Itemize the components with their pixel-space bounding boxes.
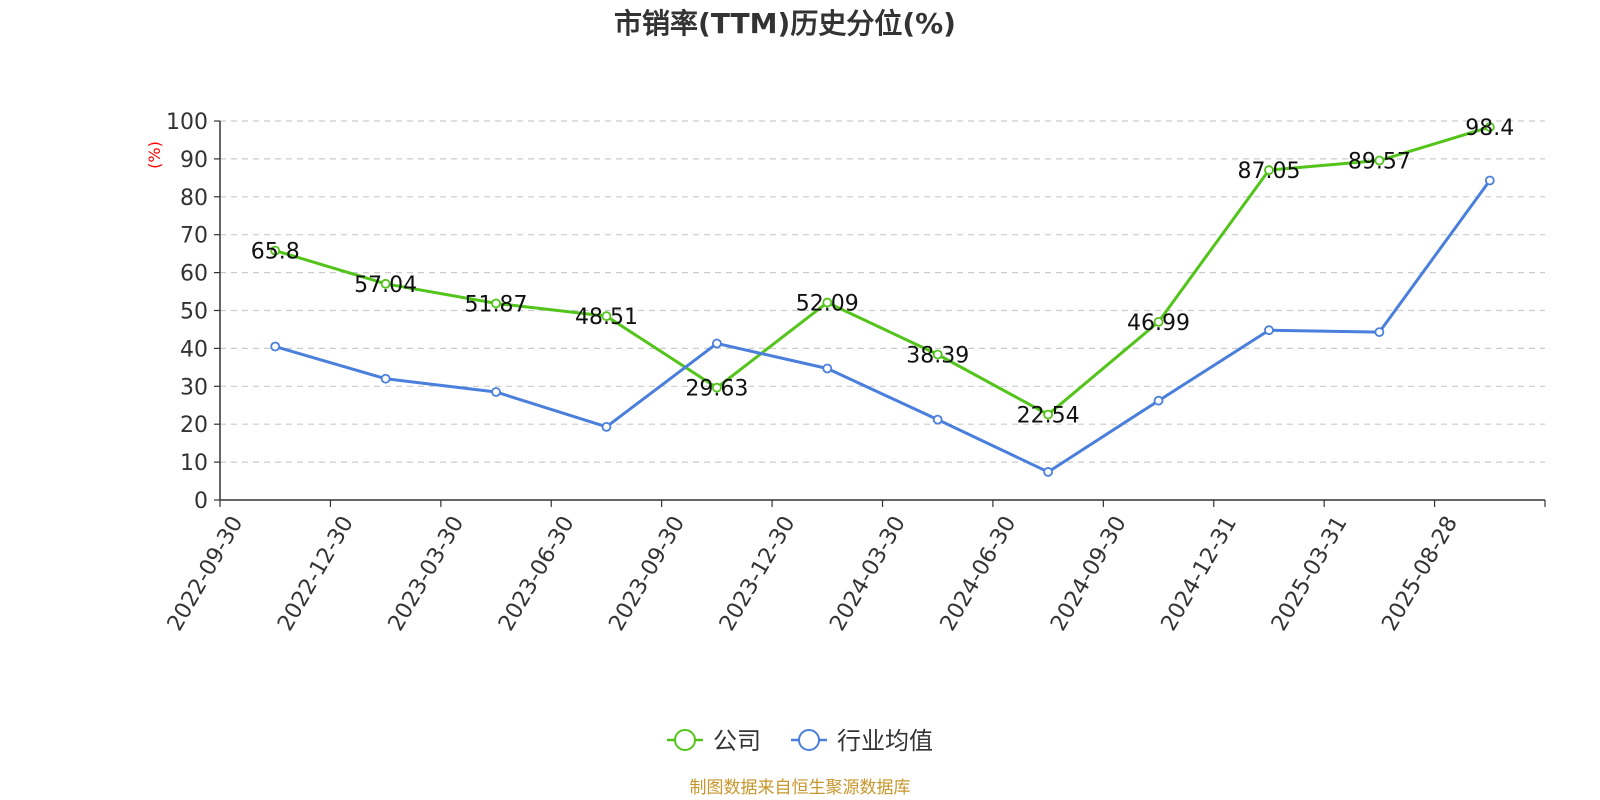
x-tick-label: 2024-12-31 <box>1157 512 1243 635</box>
x-tick-label: 2022-09-30 <box>163 512 249 635</box>
legend-marker-icon <box>674 729 696 751</box>
x-tick-label: 2025-08-28 <box>1377 512 1463 635</box>
data-point-0[interactable] <box>1264 165 1274 175</box>
x-tick-label: 2022-12-30 <box>273 512 359 635</box>
x-tick-label: 2023-03-30 <box>384 512 470 635</box>
x-tick-label: 2023-06-30 <box>494 512 580 635</box>
legend-label: 公司 <box>713 727 761 755</box>
x-tick-label: 2024-03-30 <box>825 512 911 635</box>
data-point-1[interactable] <box>270 341 281 352</box>
data-label: 52.09 <box>796 292 859 317</box>
data-point-1[interactable] <box>1264 325 1274 336</box>
data-point-1[interactable] <box>711 338 722 349</box>
data-label: 22.54 <box>1017 404 1080 429</box>
data-point-1[interactable] <box>822 363 833 374</box>
data-label: 89.57 <box>1348 150 1411 175</box>
series-line-1 <box>274 179 1492 474</box>
source-note: 制图数据来自恒生聚源数据库 <box>690 778 911 798</box>
data-point-0[interactable] <box>1043 409 1054 420</box>
data-point-1[interactable] <box>380 373 391 384</box>
data-label: 48.51 <box>575 305 638 330</box>
data-label: 46.99 <box>1127 311 1190 336</box>
data-label: 65.8 <box>251 240 300 265</box>
data-label: 29.63 <box>685 377 748 402</box>
y-axis-label: (%) <box>145 141 164 169</box>
data-labels: 65.8 57.04 51.87 48.51 29.63 52.09 38.39 22.54 4… <box>251 116 1515 429</box>
data-point-0[interactable] <box>491 298 501 309</box>
x-tick-label: 2023-09-30 <box>604 512 690 635</box>
y-tick-label: 50 <box>180 300 208 325</box>
data-point-0[interactable] <box>1374 155 1385 166</box>
legend-marker-icon <box>798 729 820 751</box>
y-tick-label: 20 <box>180 413 208 438</box>
legend-item-1[interactable]: 行业均值 <box>791 727 933 755</box>
legend-label: 行业均值 <box>837 727 933 755</box>
data-point-1[interactable] <box>601 421 612 432</box>
series-line-0 <box>274 125 1491 417</box>
y-tick-label: 40 <box>180 337 208 362</box>
chart-title: 市销率(TTM)历史分位(%) <box>614 7 956 40</box>
y-tick-label: 80 <box>180 186 208 211</box>
data-point-1[interactable] <box>1484 175 1495 186</box>
data-point-0[interactable] <box>711 382 722 393</box>
data-label: 57.04 <box>354 273 417 298</box>
x-tick-label: 2025-03-31 <box>1267 512 1353 635</box>
data-point-0[interactable] <box>1153 317 1164 327</box>
data-point-0[interactable] <box>1484 122 1495 132</box>
gridlines <box>220 120 1545 463</box>
data-point-0[interactable] <box>822 297 833 308</box>
data-point-1[interactable] <box>1374 327 1385 338</box>
data-point-1[interactable] <box>491 387 501 397</box>
y-tick-label: 0 <box>194 489 208 514</box>
data-point-0[interactable] <box>601 311 612 322</box>
y-tick-label: 90 <box>180 148 208 173</box>
data-point-1[interactable] <box>1153 395 1164 406</box>
y-tick-label: 60 <box>180 262 208 287</box>
data-point-1[interactable] <box>1043 467 1054 477</box>
x-tick-label: 2024-09-30 <box>1046 512 1132 635</box>
data-label: 51.87 <box>465 292 528 317</box>
legend-item-0[interactable]: 公司 <box>667 727 761 755</box>
data-label: 38.39 <box>906 344 969 369</box>
y-tick-label: 30 <box>180 375 208 400</box>
y-tick-label: 100 <box>166 110 208 135</box>
data-label: 98.4 <box>1465 116 1514 141</box>
data-point-0[interactable] <box>932 349 943 360</box>
data-point-0[interactable] <box>380 278 391 289</box>
data-label: 87.05 <box>1237 159 1300 184</box>
legend[interactable]: 公司 行业均值 <box>667 727 933 755</box>
y-tick-label: 10 <box>180 451 208 476</box>
x-tick-label: 2023-12-30 <box>715 512 801 635</box>
series-lines <box>270 122 1495 477</box>
data-point-1[interactable] <box>932 414 943 425</box>
data-point-0[interactable] <box>270 245 281 256</box>
x-tick-label: 2024-06-30 <box>936 512 1022 635</box>
y-tick-label: 70 <box>180 224 208 249</box>
